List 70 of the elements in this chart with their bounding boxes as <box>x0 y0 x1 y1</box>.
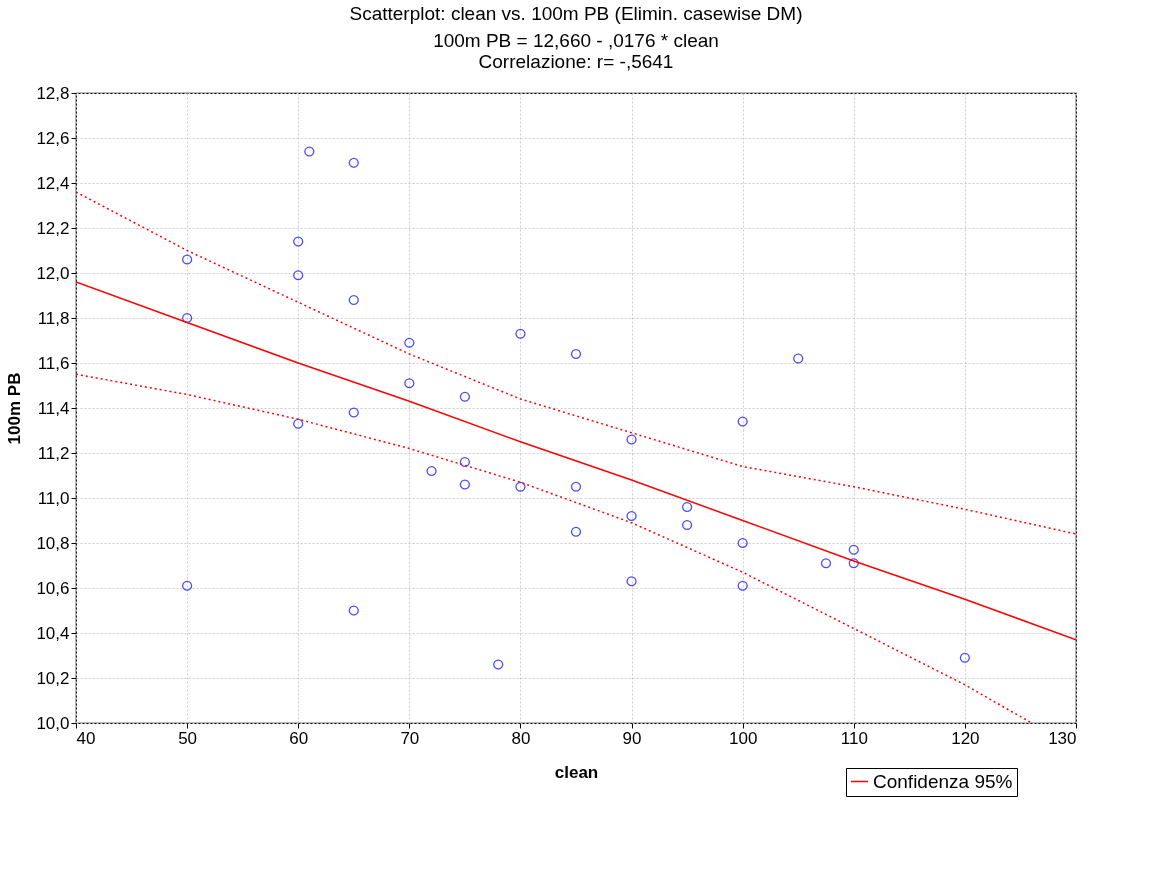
y-tick-label: 12,0 <box>36 263 70 283</box>
y-tick-label: 12,8 <box>36 83 70 103</box>
x-axis-title: clean <box>554 762 599 782</box>
point <box>515 328 526 339</box>
point <box>293 236 304 247</box>
point <box>181 580 193 591</box>
point <box>459 479 471 490</box>
x-tick-label: 110 <box>840 728 868 748</box>
y-axis-title: 100m PB <box>5 372 25 445</box>
line-series <box>76 281 1076 641</box>
point <box>848 544 859 555</box>
point <box>515 481 526 492</box>
point <box>570 481 582 492</box>
y-tick-label: 11,4 <box>37 398 70 418</box>
point <box>681 519 693 531</box>
point <box>820 558 832 569</box>
chart-title: Scatterplot: clean vs. 100m PB (Elimin. casewise DM) <box>349 3 803 24</box>
y-tick-label: 11,8 <box>37 308 70 328</box>
x-tick-label: 80 <box>511 728 531 748</box>
point <box>626 576 637 587</box>
point <box>181 312 193 324</box>
point <box>737 416 748 427</box>
point <box>459 456 471 468</box>
point <box>348 407 359 418</box>
point <box>626 434 637 445</box>
point <box>293 418 304 429</box>
text: 100m PB = 12,660 - ,0176 * clean <box>433 30 719 51</box>
point <box>304 146 315 157</box>
y-tick-label: 10,6 <box>36 578 70 598</box>
point <box>959 652 971 663</box>
y-tick-label: 10,8 <box>36 533 70 553</box>
y-tick-label: 11,0 <box>37 488 70 508</box>
point <box>848 558 859 569</box>
point <box>404 337 415 348</box>
point <box>493 659 504 670</box>
point <box>570 526 582 537</box>
y-tick-label: 12,6 <box>36 128 70 148</box>
point <box>181 254 193 265</box>
x-tick-label: 120 <box>951 728 980 748</box>
point <box>348 294 359 306</box>
point <box>348 605 359 616</box>
legend-label: Confidenza 95% <box>873 770 1013 792</box>
point <box>793 353 804 364</box>
point <box>626 510 637 522</box>
y-tick-label: 11,2 <box>37 443 70 463</box>
x-tick-label: 70 <box>400 728 420 748</box>
point <box>404 378 415 389</box>
point <box>293 270 304 281</box>
point <box>348 157 359 168</box>
point <box>737 580 748 591</box>
point <box>737 537 748 549</box>
line-series <box>76 373 1033 723</box>
x-tick-label: 90 <box>622 728 642 748</box>
y-tick-label: 11,6 <box>37 353 70 373</box>
y-tick-label: 12,2 <box>36 218 70 238</box>
point <box>681 501 693 513</box>
y-tick-label: 12,4 <box>36 173 70 193</box>
point <box>426 465 437 477</box>
y-tick-label: 10,2 <box>36 668 70 688</box>
x-tick-label: 40 <box>76 728 96 748</box>
point <box>570 348 582 360</box>
point <box>459 391 471 402</box>
y-tick-label: 10,0 <box>36 713 70 733</box>
x-tick-label: 130 <box>1048 728 1077 748</box>
y-tick-label: 10,4 <box>36 623 70 643</box>
x-tick-label: 100 <box>728 728 758 748</box>
x-tick-label: 50 <box>178 728 198 748</box>
line-series <box>76 191 1076 535</box>
text: Correlazione: r= -,5641 <box>478 51 674 72</box>
x-tick-label: 60 <box>289 728 309 748</box>
